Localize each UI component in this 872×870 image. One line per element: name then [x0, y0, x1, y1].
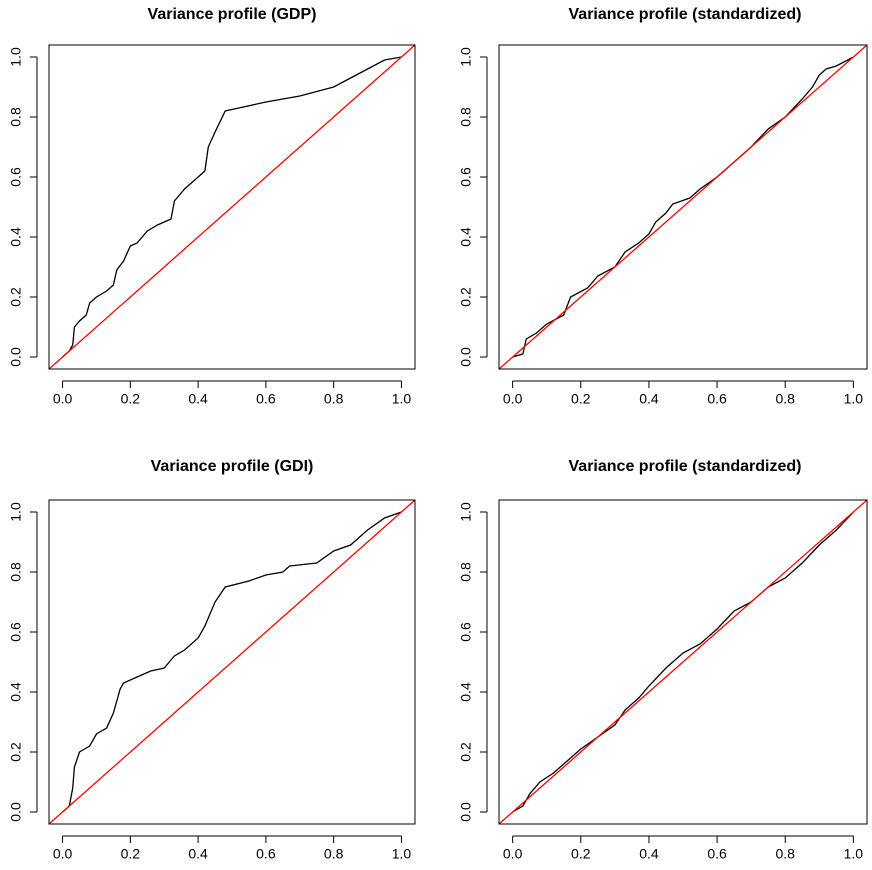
x-tick-label: 0.2: [571, 846, 591, 862]
y-tick-label: 0.2: [458, 742, 474, 762]
series-line: [49, 500, 415, 824]
x-tick-label: 0.0: [53, 846, 73, 862]
x-tick-label: 0.2: [121, 846, 141, 862]
x-tick-label: 0.4: [188, 391, 208, 407]
plot-frame: [498, 499, 868, 825]
series-line: [499, 500, 867, 824]
x-tick-label: 1.0: [392, 846, 412, 862]
chart-title: Variance profile (standardized): [569, 458, 802, 475]
y-tick-label: 0.4: [458, 227, 474, 247]
x-tick-label: 0.2: [121, 391, 141, 407]
y-tick-label: 0.8: [8, 562, 24, 582]
series-line: [512, 56, 854, 358]
y-tick-label: 1.0: [8, 47, 24, 67]
y-tick-label: 0.4: [8, 227, 24, 247]
x-tick-label: 0.0: [503, 846, 523, 862]
y-tick-label: 0.2: [8, 742, 24, 762]
chart-title: Variance profile (GDP): [148, 6, 317, 23]
plot-frame: [498, 44, 868, 370]
panel: Variance profile (standardized) 0.0 0.2 0.4…: [458, 458, 868, 862]
plot-frame: [48, 499, 416, 825]
y-tick-label: 1.0: [8, 502, 24, 522]
y-tick-label: 0.8: [458, 562, 474, 582]
series-line: [62, 56, 402, 358]
x-tick-label: 0.0: [503, 391, 523, 407]
x-tick-label: 0.6: [707, 846, 727, 862]
x-tick-label: 1.0: [844, 391, 864, 407]
plot-frame: [48, 44, 416, 370]
y-tick-label: 0.0: [8, 802, 24, 822]
x-tick-label: 0.8: [324, 391, 344, 407]
y-tick-label: 0.2: [8, 287, 24, 307]
x-tick-label: 0.8: [775, 846, 795, 862]
x-tick-label: 0.4: [639, 846, 659, 862]
x-tick-label: 0.4: [639, 391, 659, 407]
y-tick-label: 0.0: [458, 802, 474, 822]
series-line: [512, 511, 854, 813]
chart-title: Variance profile (GDI): [151, 458, 314, 475]
x-tick-label: 0.6: [707, 391, 727, 407]
y-tick-label: 1.0: [458, 502, 474, 522]
y-tick-label: 0.2: [458, 287, 474, 307]
x-tick-label: 0.6: [256, 391, 276, 407]
y-tick-label: 0.4: [8, 682, 24, 702]
series-line: [49, 45, 415, 369]
x-tick-label: 0.6: [256, 846, 276, 862]
panel: Variance profile (GDI) 0.0 0.2 0.4 0.6 0.8 1.0…: [8, 458, 416, 862]
y-tick-label: 0.6: [458, 622, 474, 642]
chart-title: Variance profile (standardized): [569, 6, 802, 23]
x-tick-label: 0.8: [324, 846, 344, 862]
y-tick-label: 0.8: [8, 107, 24, 127]
y-tick-label: 0.6: [458, 167, 474, 187]
panel: Variance profile (GDP) 0.0 0.2 0.4 0.6 0.8 1.0…: [8, 6, 416, 407]
x-tick-label: 0.8: [775, 391, 795, 407]
y-tick-label: 0.0: [8, 347, 24, 367]
y-tick-label: 1.0: [458, 47, 474, 67]
x-tick-label: 0.4: [188, 846, 208, 862]
series-line: [62, 511, 402, 813]
y-tick-label: 0.8: [458, 107, 474, 127]
y-tick-label: 0.0: [458, 347, 474, 367]
x-tick-label: 1.0: [844, 846, 864, 862]
x-tick-label: 0.0: [53, 391, 73, 407]
y-tick-label: 0.6: [8, 622, 24, 642]
series-line: [499, 45, 867, 369]
x-tick-label: 0.2: [571, 391, 591, 407]
y-tick-label: 0.4: [458, 682, 474, 702]
panel: Variance profile (standardized) 0.0 0.2 0.4…: [458, 6, 868, 407]
x-tick-label: 1.0: [392, 391, 412, 407]
y-tick-label: 0.6: [8, 167, 24, 187]
